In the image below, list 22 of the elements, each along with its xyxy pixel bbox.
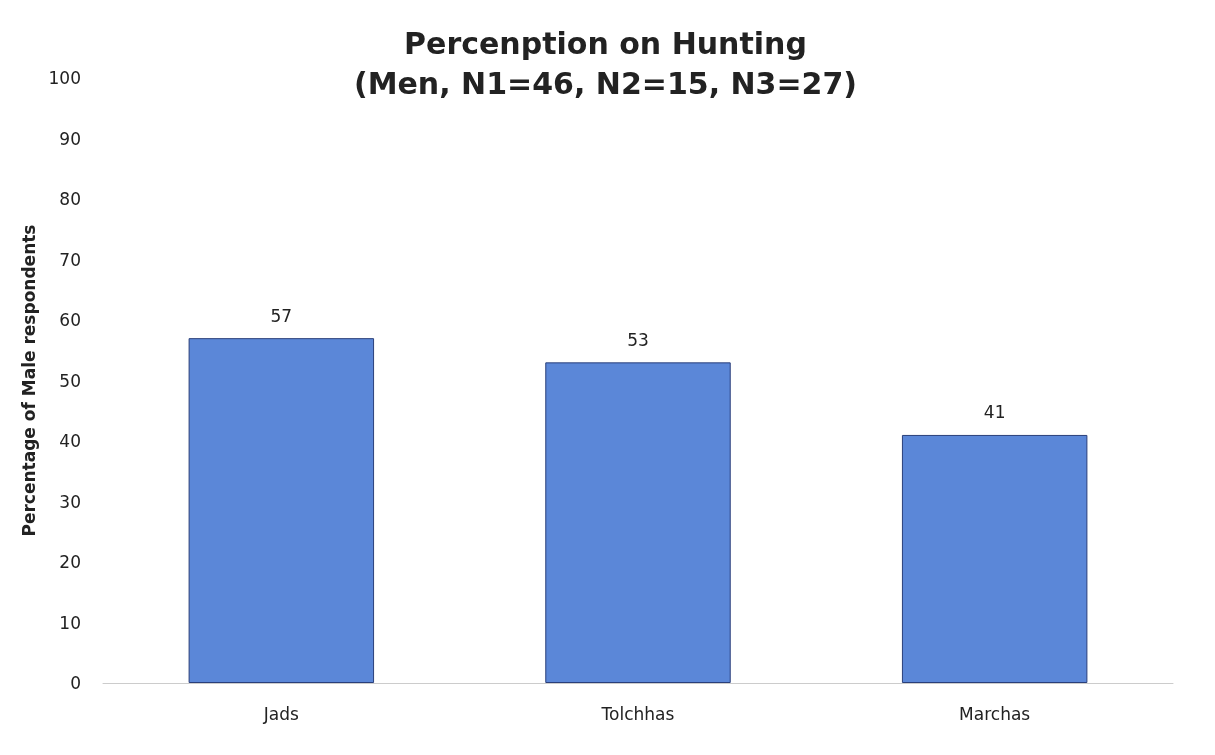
y-tick-label: 90: [59, 128, 81, 149]
bar: [188, 338, 375, 683]
bar: [545, 362, 731, 683]
chart-title: Percenption on Hunting (Men, N1=46, N2=15, N3=27): [353, 25, 858, 101]
y-tick-label: 70: [59, 249, 81, 270]
y-tick-label: 40: [59, 431, 81, 451]
y-tick-label: 100: [48, 68, 81, 88]
y-tick-label: 0: [70, 673, 81, 693]
bar: [901, 434, 1088, 683]
x-tick-label: Jads: [262, 703, 300, 724]
data-label: 57: [270, 305, 293, 326]
y-tick-label: 30: [59, 491, 81, 512]
y-tick-label: 10: [59, 612, 81, 633]
y-tick-label: 20: [59, 552, 81, 572]
x-tick-label: Marchas: [959, 703, 1031, 724]
y-tick-label: 80: [59, 189, 81, 209]
y-axis-title: Percentage of Male respondents: [19, 224, 40, 537]
data-label: 53: [627, 329, 649, 350]
data-label: 41: [983, 402, 1006, 423]
y-tick-label: 50: [59, 370, 81, 391]
x-tick-label: Tolchhas: [600, 703, 675, 724]
y-tick-label: 60: [59, 310, 81, 330]
